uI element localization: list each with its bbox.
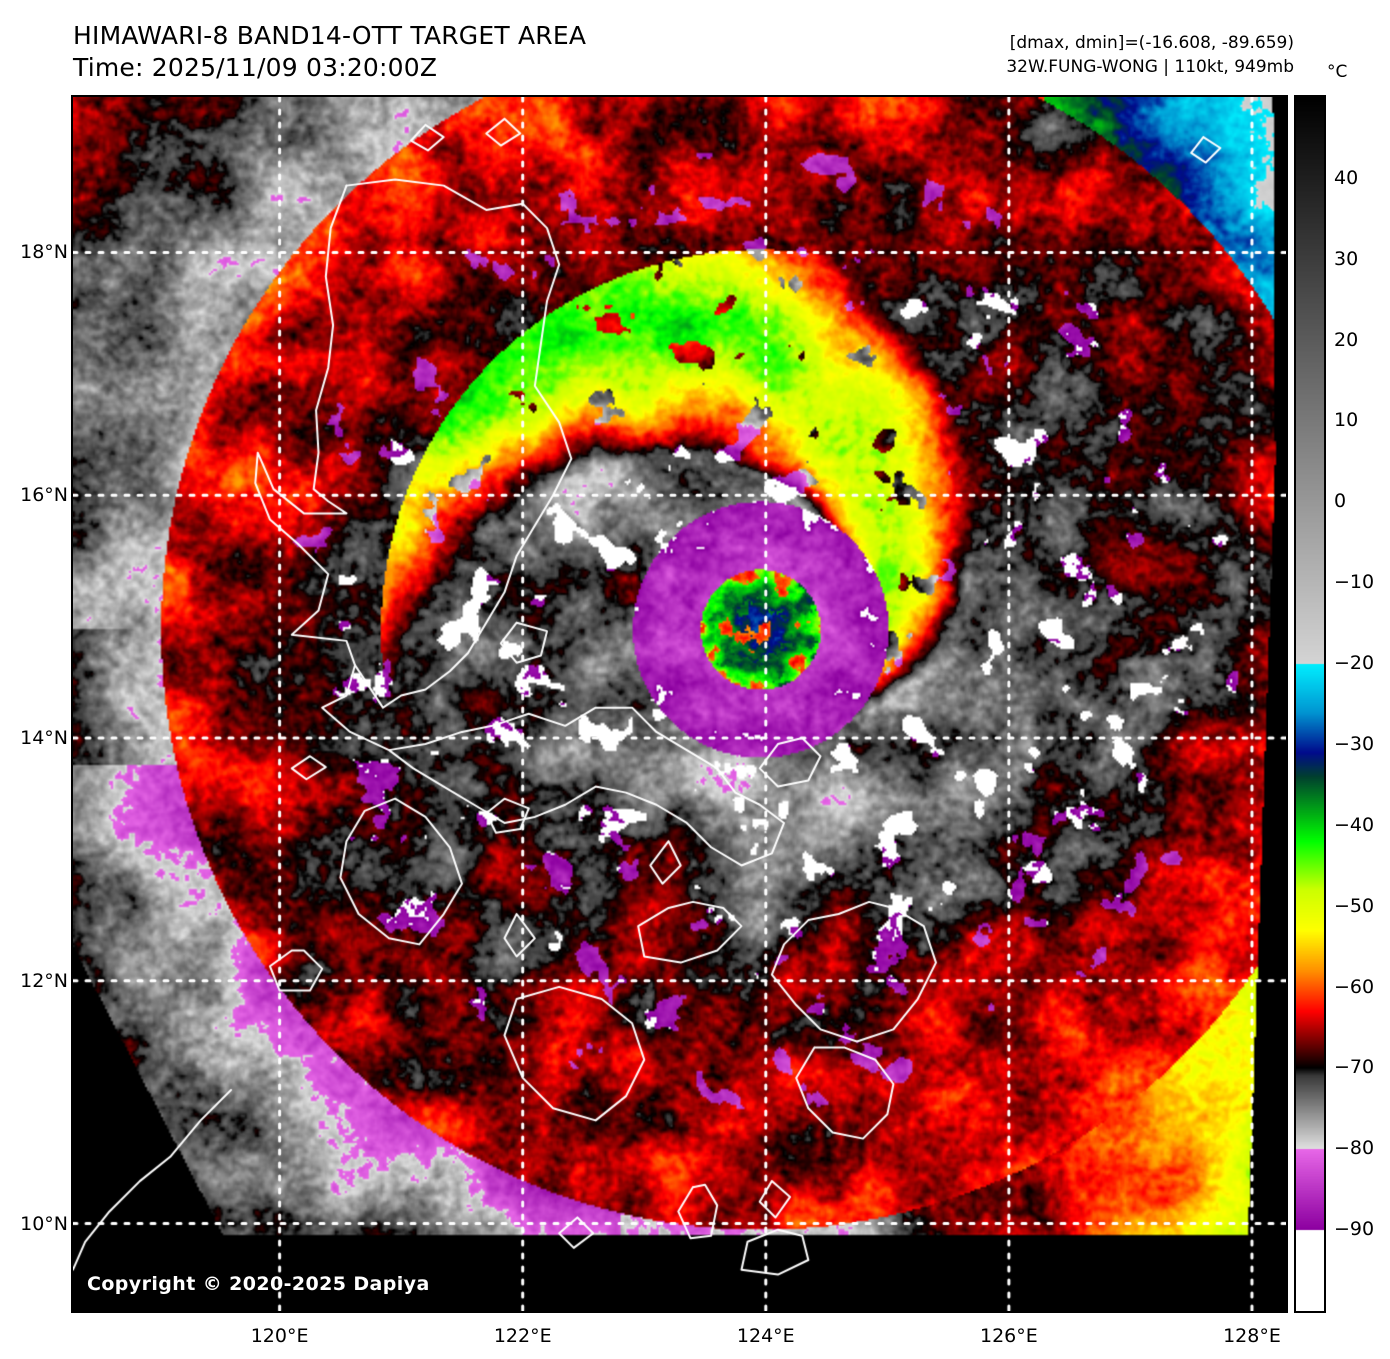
metadata-block: [dmax, dmin]=(-16.608, -89.659) 32W.FUNG… xyxy=(1006,31,1294,79)
colorbar-tick-label: −30 xyxy=(1334,732,1375,755)
colorbar-tick-label: −20 xyxy=(1334,652,1375,675)
x-axis-tick-label: 120°E xyxy=(250,1325,309,1347)
colorbar-tick-label: −80 xyxy=(1334,1137,1375,1160)
colorbar-tick-label: −70 xyxy=(1334,1056,1375,1079)
page-title: HIMAWARI-8 BAND14-OTT TARGET AREA xyxy=(73,21,587,50)
colorbar-gradient xyxy=(1296,97,1324,1311)
colorbar-tick-label: −50 xyxy=(1334,894,1375,917)
y-axis-tick-label: 18°N xyxy=(20,241,68,264)
y-axis-tick-label: 14°N xyxy=(20,726,68,749)
colorbar-tick-label: 40 xyxy=(1334,166,1359,189)
satellite-image-plot[interactable]: Copyright © 2020-2025 Dapiya xyxy=(71,95,1288,1313)
infrared-satellite-imagery xyxy=(73,97,1286,1311)
colorbar-tick-label: 20 xyxy=(1334,328,1359,351)
y-axis-tick-label: 12°N xyxy=(20,969,68,992)
x-axis-tick-label: 122°E xyxy=(493,1325,552,1347)
colorbar-tick-label: −90 xyxy=(1334,1218,1375,1241)
colorbar-tick-label: −40 xyxy=(1334,813,1375,836)
colorbar-tick-label: −10 xyxy=(1334,571,1375,594)
dmax-dmin-label: [dmax, dmin]=(-16.608, -89.659) xyxy=(1009,33,1294,53)
x-axis-tick-label: 126°E xyxy=(979,1325,1038,1347)
colorbar-tick-label: 30 xyxy=(1334,247,1359,270)
colorbar-tick-label: 10 xyxy=(1334,409,1359,432)
storm-info-label: 32W.FUNG-WONG | 110kt, 949mb xyxy=(1006,57,1294,77)
x-axis-tick-label: 128°E xyxy=(1223,1325,1281,1347)
title-block: HIMAWARI-8 BAND14-OTT TARGET AREA Time: … xyxy=(73,20,586,84)
temperature-colorbar[interactable] xyxy=(1294,95,1326,1313)
x-axis-tick-label: 124°E xyxy=(736,1325,795,1347)
timestamp-label: Time: 2025/11/09 03:20:00Z xyxy=(73,53,438,82)
colorbar-unit-label: °C xyxy=(1327,62,1348,82)
colorbar-tick-label: 0 xyxy=(1334,490,1347,513)
y-axis-tick-label: 16°N xyxy=(20,484,68,507)
colorbar-tick-label: −60 xyxy=(1334,975,1375,998)
y-axis-tick-label: 10°N xyxy=(20,1212,68,1235)
copyright-label: Copyright © 2020-2025 Dapiya xyxy=(87,1273,430,1295)
